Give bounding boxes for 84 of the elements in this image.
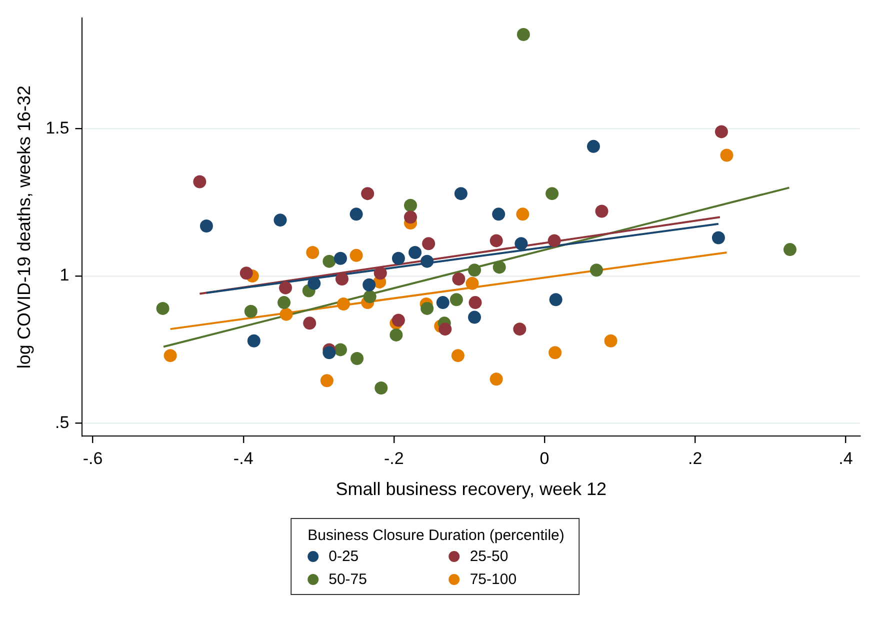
point <box>438 322 452 336</box>
point <box>451 349 464 362</box>
point <box>468 296 482 310</box>
point <box>280 308 293 321</box>
point <box>274 214 287 227</box>
point <box>783 243 796 256</box>
point <box>279 281 292 294</box>
x-tick-label: -.6 <box>82 448 103 468</box>
point <box>240 266 253 280</box>
point <box>247 334 260 348</box>
point <box>720 148 734 162</box>
y-tick-label: 1.5 <box>46 118 70 138</box>
y-tick-label: .5 <box>55 413 70 432</box>
point <box>335 272 348 286</box>
point <box>590 264 603 277</box>
point <box>452 272 466 286</box>
point <box>392 314 405 327</box>
point <box>334 343 347 356</box>
point <box>422 237 436 250</box>
point <box>549 293 562 306</box>
point <box>420 254 434 268</box>
point <box>336 298 350 311</box>
x-axis-title: Small business recovery, week 12 <box>336 479 607 500</box>
point <box>361 187 374 200</box>
point <box>308 276 321 290</box>
point <box>514 237 528 250</box>
point <box>193 175 206 188</box>
point <box>466 276 479 290</box>
point <box>490 234 503 248</box>
y-axis-title: log COVID-19 deaths, weeks 16-32 <box>14 85 34 369</box>
point <box>595 204 608 218</box>
point <box>513 322 526 336</box>
x-tick-label: .2 <box>688 448 702 468</box>
point <box>548 234 561 248</box>
point <box>408 246 422 259</box>
point <box>164 349 177 362</box>
legend-label: 75-100 <box>470 571 517 588</box>
point <box>350 208 363 221</box>
point <box>712 231 725 244</box>
point <box>363 290 376 304</box>
x-tick-label: 0 <box>540 448 550 468</box>
point <box>306 246 320 259</box>
point <box>490 372 503 386</box>
x-tick-label: -.2 <box>384 448 404 468</box>
point <box>404 198 418 212</box>
point <box>714 125 728 138</box>
point <box>404 210 418 224</box>
point <box>468 264 482 277</box>
point <box>244 304 258 318</box>
point <box>322 346 336 360</box>
point <box>492 208 506 221</box>
legend-label: 0-25 <box>328 548 359 565</box>
legend-label: 50-75 <box>328 571 367 588</box>
point <box>604 334 618 348</box>
point <box>516 28 530 41</box>
point <box>156 302 170 315</box>
point <box>468 310 482 324</box>
point <box>362 278 376 292</box>
point <box>516 208 530 221</box>
point <box>350 352 364 366</box>
point <box>492 260 506 274</box>
point <box>374 266 387 280</box>
point <box>420 302 434 315</box>
point <box>278 296 291 310</box>
x-tick-label: -.4 <box>233 448 254 468</box>
point <box>320 374 334 388</box>
point <box>546 187 559 200</box>
point <box>350 248 363 262</box>
point <box>322 254 336 268</box>
point <box>392 252 405 265</box>
legend-label: 25-50 <box>470 548 508 565</box>
point <box>548 346 562 360</box>
point <box>454 187 468 200</box>
point <box>374 381 388 394</box>
point <box>436 296 450 310</box>
point <box>586 140 600 153</box>
point <box>200 219 213 232</box>
x-tick-label: .4 <box>838 448 853 468</box>
legend-title: Business Closure Duration (percentile) <box>308 527 564 544</box>
point <box>334 252 347 265</box>
point <box>390 328 403 342</box>
point <box>303 316 316 330</box>
point <box>450 293 463 306</box>
y-tick-label: 1 <box>60 266 70 285</box>
